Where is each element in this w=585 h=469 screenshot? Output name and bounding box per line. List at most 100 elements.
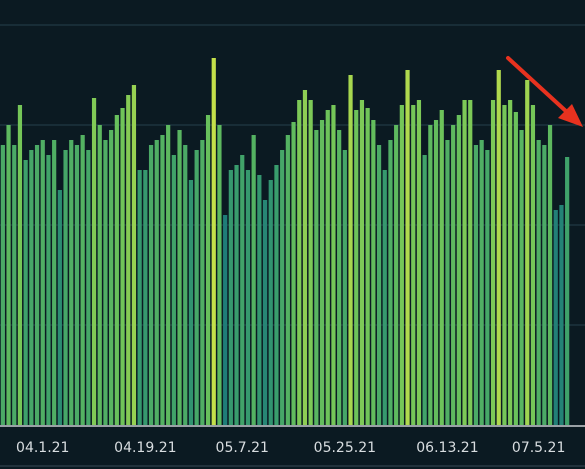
bar	[428, 125, 433, 425]
bar	[154, 140, 159, 425]
bar	[536, 140, 541, 425]
bar	[268, 180, 273, 425]
bar	[496, 70, 501, 425]
bar	[74, 145, 80, 425]
bar	[547, 125, 553, 425]
bar	[262, 200, 268, 425]
x-tick-label: 05.7.21	[216, 440, 269, 456]
bar	[109, 130, 114, 425]
bar	[302, 90, 308, 425]
bar	[308, 100, 313, 425]
bar	[342, 150, 347, 425]
bar	[200, 140, 205, 425]
bar	[439, 110, 444, 425]
bar	[171, 155, 176, 425]
bar	[285, 135, 290, 425]
bar	[80, 135, 85, 425]
bar	[319, 120, 325, 425]
bar	[565, 157, 570, 425]
bar	[354, 110, 359, 425]
bar	[456, 115, 461, 425]
bar	[223, 215, 228, 425]
bar	[166, 125, 171, 425]
bar	[217, 125, 222, 425]
bar	[337, 130, 342, 425]
arrow-head	[558, 104, 583, 127]
bar	[473, 145, 479, 425]
bar	[29, 150, 34, 425]
x-axis-labels: 04.1.21 04.19.21 05.7.21 05.25.21 06.13.21 07…	[16, 440, 565, 456]
bar	[325, 110, 330, 425]
bar	[194, 150, 199, 425]
bar	[257, 175, 262, 425]
bar	[280, 150, 285, 425]
bar	[433, 120, 439, 425]
bar	[103, 140, 108, 425]
bar	[388, 140, 393, 425]
bar	[462, 100, 467, 425]
bar	[12, 145, 17, 425]
annotation-arrow	[506, 56, 583, 127]
x-tick-label: 04.19.21	[114, 440, 176, 456]
bar	[120, 108, 125, 425]
bar	[394, 125, 399, 425]
bar	[445, 140, 450, 425]
bar	[52, 140, 57, 425]
bar	[542, 145, 547, 425]
bar	[376, 145, 382, 425]
bar	[63, 150, 68, 425]
bar	[468, 100, 473, 425]
bar	[331, 105, 336, 425]
bar	[513, 112, 518, 425]
bar	[508, 100, 513, 425]
bar	[34, 145, 40, 425]
bar	[228, 170, 233, 425]
bar	[479, 140, 484, 425]
bar	[240, 155, 245, 425]
bar	[97, 125, 102, 425]
bar	[422, 155, 427, 425]
bar	[205, 115, 211, 425]
bar	[188, 180, 194, 425]
bar	[0, 145, 5, 425]
bar	[416, 100, 422, 425]
bar	[530, 105, 536, 425]
bar	[131, 85, 137, 425]
bar	[365, 108, 370, 425]
bar	[46, 155, 51, 425]
bar	[137, 170, 142, 425]
bar	[114, 115, 119, 425]
bar	[148, 145, 154, 425]
bar	[451, 125, 456, 425]
bar	[177, 130, 182, 425]
bar	[245, 170, 251, 425]
bar	[234, 165, 239, 425]
x-tick-label: 06.13.21	[416, 440, 478, 456]
bar	[405, 70, 410, 425]
bar	[126, 95, 131, 425]
x-tick-label: 07.5.21	[512, 440, 565, 456]
bar	[490, 100, 496, 425]
bar	[17, 105, 23, 425]
bar	[348, 75, 353, 425]
bar	[40, 140, 45, 425]
bar	[6, 125, 11, 425]
bar	[143, 170, 148, 425]
bar	[91, 98, 97, 425]
bar	[86, 150, 91, 425]
arrow-shaft	[506, 56, 570, 115]
bar	[525, 80, 530, 425]
bar	[502, 105, 507, 425]
bar	[183, 145, 188, 425]
bar	[485, 150, 490, 425]
bar	[314, 130, 319, 425]
bars	[0, 58, 570, 425]
x-tick-label: 04.1.21	[16, 440, 69, 456]
x-tick-label: 05.25.21	[314, 440, 376, 456]
bar	[291, 122, 296, 425]
bar	[371, 120, 376, 425]
bar	[399, 105, 404, 425]
bar	[519, 130, 524, 425]
bar	[160, 135, 165, 425]
